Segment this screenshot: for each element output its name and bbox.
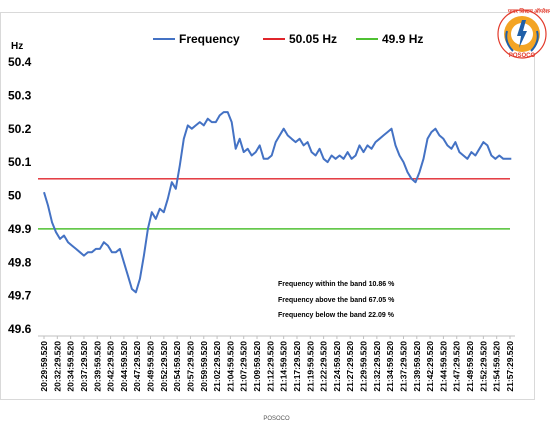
x-tick-label: 21:07:29.520 (239, 341, 249, 392)
x-axis-ticks: 20:29:59.520 20:32:29.520 20:34:59.520 20:3… (39, 336, 515, 392)
y-axis-ticks: 50.4 50.3 50.2 50.1 50 49.9 49.8 49.7 49.6 (8, 55, 32, 336)
x-tick-label: 20:52:29.520 (159, 341, 169, 392)
y-tick-label: 49.9 (8, 222, 32, 236)
y-tick-label: 50 (8, 189, 22, 203)
y-tick-label: 49.8 (8, 255, 32, 269)
x-tick-label: 20:34:59.520 (66, 341, 76, 392)
series-layer (43, 111, 512, 294)
x-tick-label: 21:14:59.520 (279, 341, 289, 392)
x-tick-label: 20:44:59.520 (119, 341, 129, 392)
annotation-within-band: Frequency within the band 10.86 % (278, 281, 395, 288)
legend-swatch-49-9 (356, 38, 378, 40)
x-tick-label: 21:12:29.520 (265, 341, 275, 392)
x-tick-label: 20:29:59.520 (39, 341, 49, 392)
x-tick-label: 21:17:29.520 (292, 341, 302, 392)
x-tick-label: 21:49:59.520 (465, 341, 475, 392)
x-tick-label: 20:37:29.520 (79, 341, 89, 392)
legend-item-50-05: 50.05 Hz (263, 32, 337, 46)
legend-swatch-frequency (153, 38, 175, 40)
legend-label-49-9: 49.9 Hz (382, 32, 424, 46)
x-tick-label: 21:04:59.520 (225, 341, 235, 392)
x-tick-label: 21:47:29.520 (452, 341, 462, 392)
legend-item-frequency: Frequency (153, 32, 240, 46)
x-tick-label: 21:44:59.520 (438, 341, 448, 392)
legend-label-50-05: 50.05 Hz (289, 32, 338, 46)
x-tick-label: 20:39:59.520 (92, 341, 102, 392)
y-tick-label: 50.1 (8, 155, 32, 169)
x-tick-label: 20:54:59.520 (172, 341, 182, 392)
chart-frame (0, 12, 535, 400)
x-tick-label: 21:19:59.520 (305, 341, 315, 392)
x-tick-label: 21:24:59.520 (332, 341, 342, 392)
x-tick-label: 21:34:59.520 (385, 341, 395, 392)
x-tick-label: 20:57:29.520 (186, 341, 196, 392)
legend-label-frequency: Frequency (179, 32, 240, 46)
x-tick-label: 21:27:29.520 (345, 341, 355, 392)
x-tick-label: 20:59:59.520 (199, 341, 209, 392)
posoco-logo: पावर सिस्टम ऑपरेशन POSOCO (497, 7, 550, 59)
x-tick-label: 21:39:59.520 (412, 341, 422, 392)
threshold-lines (38, 178, 510, 230)
x-tick-label: 20:42:29.520 (106, 341, 116, 392)
y-tick-label: 50.4 (8, 55, 32, 69)
x-tick-label: 20:32:29.520 (52, 341, 62, 392)
logo-hindi-text: पावर सिस्टम ऑपरेशन (507, 7, 550, 15)
y-tick-label: 50.3 (8, 88, 32, 102)
x-tick-label: 21:29:59.520 (359, 341, 369, 392)
x-tick-label: 21:52:29.520 (478, 341, 488, 392)
x-tick-label: 21:42:29.520 (425, 341, 435, 392)
y-tick-label: 49.7 (8, 289, 32, 303)
y-axis-label: Hz (11, 41, 24, 52)
x-tick-label: 21:22:29.520 (319, 341, 329, 392)
annotation-below-band: Frequency below the band 22.09 % (278, 312, 394, 319)
y-tick-label: 49.6 (8, 322, 32, 336)
x-tick-label: 20:49:59.520 (146, 341, 156, 392)
logo-text: POSOCO (509, 53, 536, 59)
frequency-series-line (43, 111, 512, 294)
x-tick-label: 20:47:29.520 (132, 341, 142, 392)
x-tick-label: 21:32:29.520 (372, 341, 382, 392)
annotation-above-band: Frequency above the band 67.05 % (278, 297, 395, 304)
x-tick-label: 21:57:29.520 (505, 341, 515, 392)
x-tick-label: 21:09:59.520 (252, 341, 262, 392)
x-tick-label: 21:54:59.520 (492, 341, 502, 392)
y-tick-label: 50.2 (8, 122, 32, 136)
x-tick-label: 21:37:29.520 (399, 341, 409, 392)
x-tick-label: 21:02:29.520 (212, 341, 222, 392)
footer-text: POSOCO (263, 416, 290, 422)
legend: Frequency 50.05 Hz 49.9 Hz (0, 32, 553, 50)
legend-swatch-50-05 (263, 38, 285, 40)
legend-item-49-9: 49.9 Hz (356, 32, 423, 46)
